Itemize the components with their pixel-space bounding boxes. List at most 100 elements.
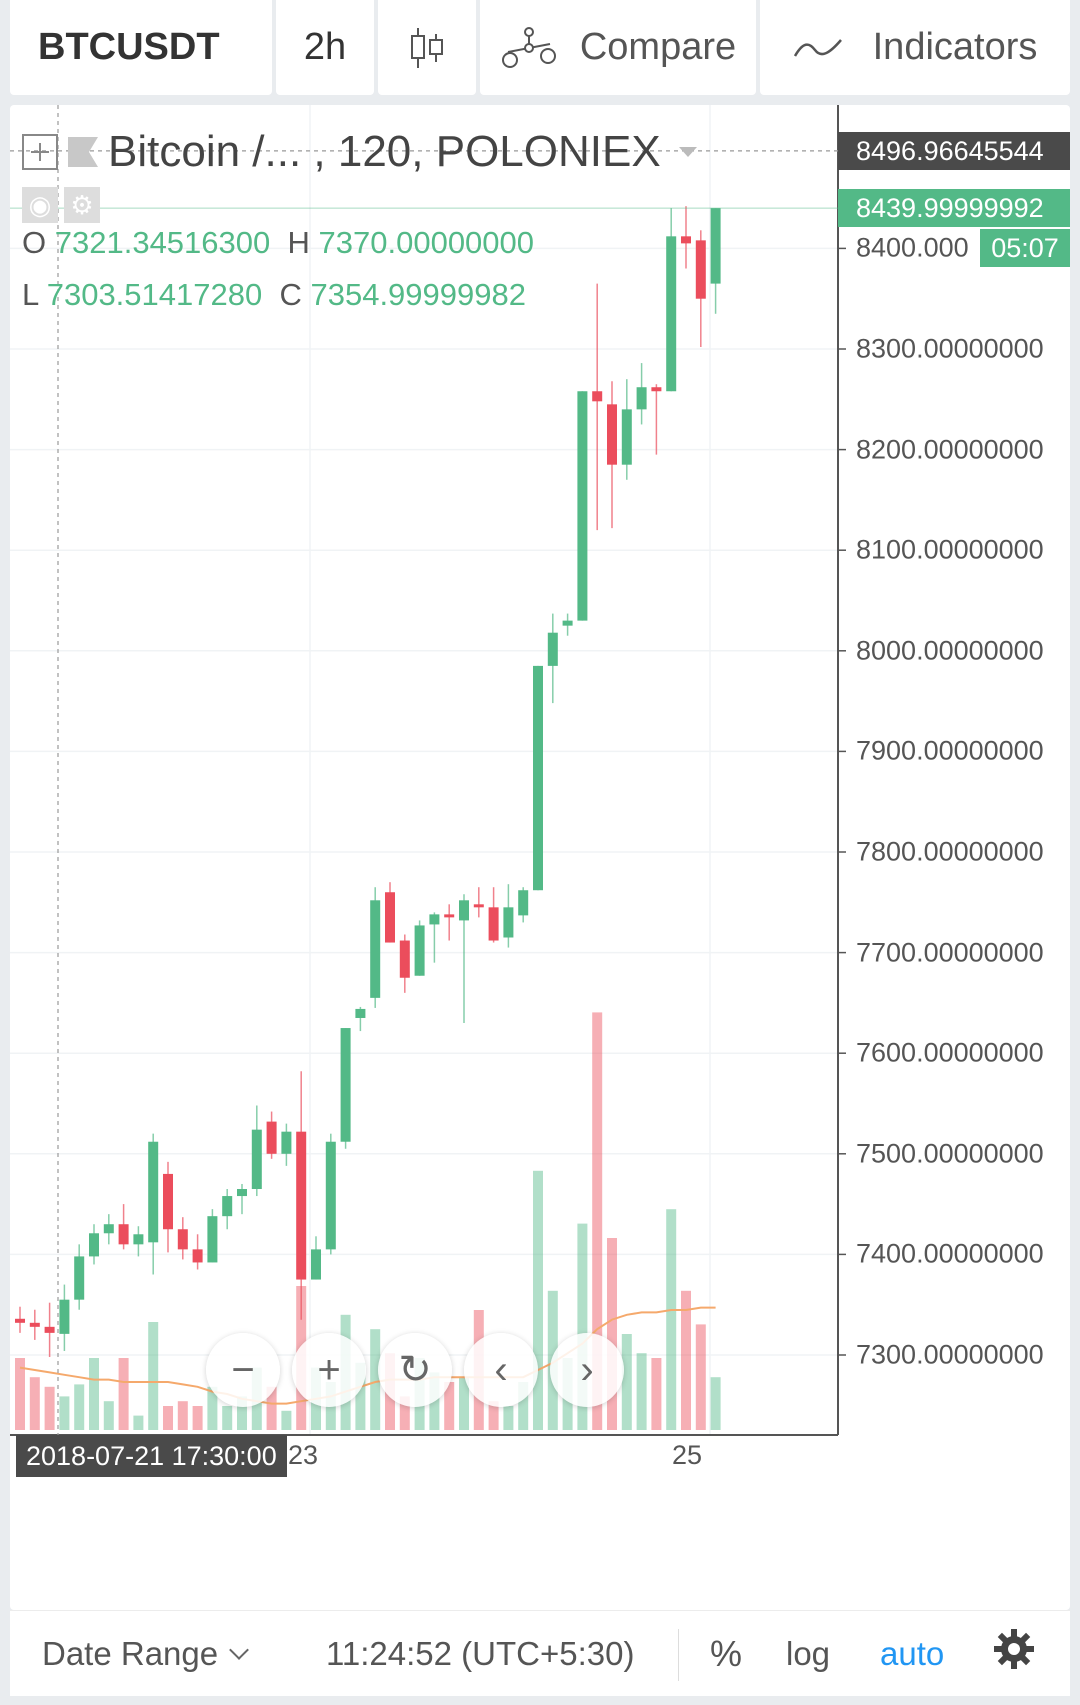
volume-bar [518,1382,529,1430]
candle-body [355,1008,366,1018]
high-value: 7370.00000000 [318,225,535,260]
close-label: C [279,277,302,312]
chevron-down-icon [229,1639,250,1660]
volume-bar [488,1401,499,1430]
volume-bar [207,1386,218,1430]
candle-body [710,208,721,284]
series-legend[interactable]: Bitcoin /... , 120, POLONIEX [22,127,697,177]
legend-actions: ◉ ⚙ [22,187,100,223]
candle-body [340,1028,351,1142]
candle-body [311,1249,321,1280]
chart-grid [10,105,838,1435]
candle-body [577,391,588,621]
time-label-23: 23 [288,1440,319,1470]
volume-bar [118,1358,129,1430]
volume-ma-line [19,1306,716,1405]
candle-body [118,1224,129,1245]
chart-type-button[interactable] [378,0,476,95]
indicators-label: Indicators [872,26,1038,68]
flag-icon[interactable] [68,137,98,167]
volume-bar [89,1358,99,1430]
candle-body [59,1299,70,1334]
candle-body [281,1131,292,1154]
candle-body [296,1131,307,1280]
candle-body [695,240,706,299]
volume-bar [636,1353,647,1430]
candle-body [44,1326,55,1333]
candles-icon [411,27,443,68]
zoom-out-button[interactable]: − [206,1333,280,1407]
volume-bar [666,1209,677,1430]
percent-scale-toggle[interactable]: % [710,1632,743,1674]
chart-panel[interactable]: Bitcoin /... , 120, POLONIEX ◉ ⚙ O 7321.… [10,105,1070,1610]
compare-label: Compare [579,26,737,68]
candle-body [15,1318,25,1323]
candle-body [207,1216,218,1263]
low-value: 7303.51417280 [46,277,263,312]
price-tick-label: 7300.00000000 [856,1339,1044,1370]
candle-body [473,904,484,908]
compare-scale-icon [501,26,556,68]
candle-body [533,665,543,891]
candle-body [29,1322,40,1327]
candle-body [503,907,514,938]
price-tick-label: 7400.00000000 [856,1238,1044,1269]
volume-bar [370,1329,381,1430]
candle-body [385,892,395,943]
candle-body [681,236,691,244]
candle-body [429,914,440,925]
volume-bar [44,1386,55,1430]
scroll-left-button[interactable]: ‹ [464,1333,538,1407]
interval-label: 2h [303,26,347,68]
volume-bar [651,1358,662,1430]
volume-bar [355,1362,366,1430]
volume-bar [281,1410,292,1430]
volume-bar [681,1290,691,1430]
price-tick-label: 8100.00000000 [856,534,1044,565]
volume-bar [577,1223,588,1430]
candle-body [177,1229,188,1250]
price-tick-label: 7500.00000000 [856,1138,1044,1169]
candle-body [103,1224,114,1234]
compare-button[interactable]: Compare [480,0,756,95]
indicators-wave-icon [793,38,842,57]
symbol-search-button[interactable]: BTCUSDT [10,0,272,95]
interval-button[interactable]: 2h [276,0,374,95]
price-tick-label: 8300.00000000 [856,333,1044,364]
candle-body [666,236,677,392]
auto-scale-toggle[interactable]: auto [880,1634,945,1672]
expand-plus-icon[interactable] [22,134,58,170]
candle-body [133,1234,144,1245]
low-label: L [22,277,39,312]
candle-body [163,1173,173,1230]
price-tick-label: 8400.000 [856,232,969,263]
log-scale-toggle[interactable]: log [786,1634,831,1672]
eye-icon[interactable]: ◉ [22,187,58,223]
date-range-button[interactable]: Date Range [42,1634,250,1673]
candle-body [518,890,529,916]
settings-gear-icon[interactable]: ⚙ [64,187,100,223]
clock-timezone[interactable]: 11:24:52 (UTC+5:30) [326,1634,635,1672]
volume-bar [710,1377,721,1430]
volume-bar [163,1406,173,1430]
time-label-25: 25 [672,1440,703,1470]
caret-down-icon[interactable] [678,147,697,157]
candle-body [607,404,617,465]
volume-bar [29,1377,40,1430]
indicators-button[interactable]: Indicators [760,0,1070,95]
zoom-in-button[interactable]: + [292,1333,366,1407]
candle-body [414,925,425,976]
chart-settings-gear-icon[interactable] [992,1627,1036,1671]
reset-button[interactable]: ↻ [378,1333,452,1407]
scroll-right-button[interactable]: › [550,1333,624,1407]
close-value: 7354.99999982 [310,277,526,312]
volume-bar [695,1324,706,1430]
date-range-label: Date Range [42,1634,219,1672]
volume-bar [266,1386,277,1430]
candle-body [266,1121,277,1154]
crosshair-price-tag: 8496.96645544 [838,131,1070,170]
high-label: H [287,225,310,260]
candle-body [621,409,632,465]
volume-bar [503,1406,514,1430]
symbol-label: BTCUSDT [38,26,220,68]
